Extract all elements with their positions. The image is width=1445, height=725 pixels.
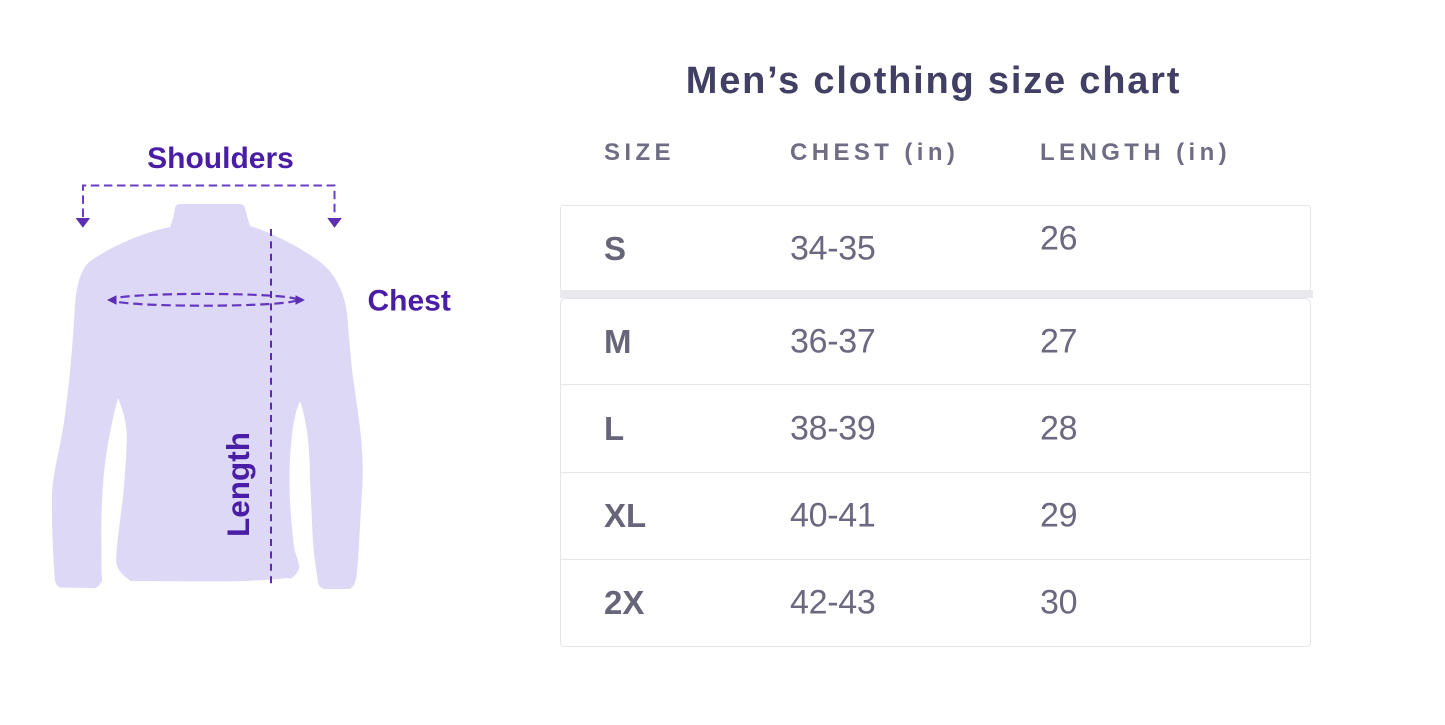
svg-text:Shoulders: Shoulders	[147, 142, 294, 175]
svg-text:Chest: Chest	[368, 285, 451, 318]
svg-text:Length: Length	[220, 432, 256, 537]
